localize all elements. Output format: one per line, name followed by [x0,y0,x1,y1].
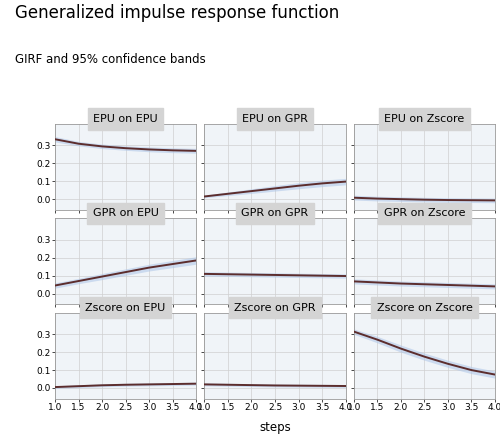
Title: EPU on EPU: EPU on EPU [93,114,158,124]
Title: EPU on GPR: EPU on GPR [242,114,308,124]
Title: EPU on Zscore: EPU on Zscore [384,114,464,124]
Text: Generalized impulse response function: Generalized impulse response function [15,4,339,23]
Title: Zscore on EPU: Zscore on EPU [86,303,166,313]
Title: GPR on GPR: GPR on GPR [242,209,308,218]
Title: GPR on Zscore: GPR on Zscore [384,209,465,218]
Title: Zscore on GPR: Zscore on GPR [234,303,316,313]
Text: steps: steps [259,421,291,434]
Title: Zscore on Zscore: Zscore on Zscore [376,303,472,313]
Title: GPR on EPU: GPR on EPU [92,209,158,218]
Text: GIRF and 95% confidence bands: GIRF and 95% confidence bands [15,53,206,66]
